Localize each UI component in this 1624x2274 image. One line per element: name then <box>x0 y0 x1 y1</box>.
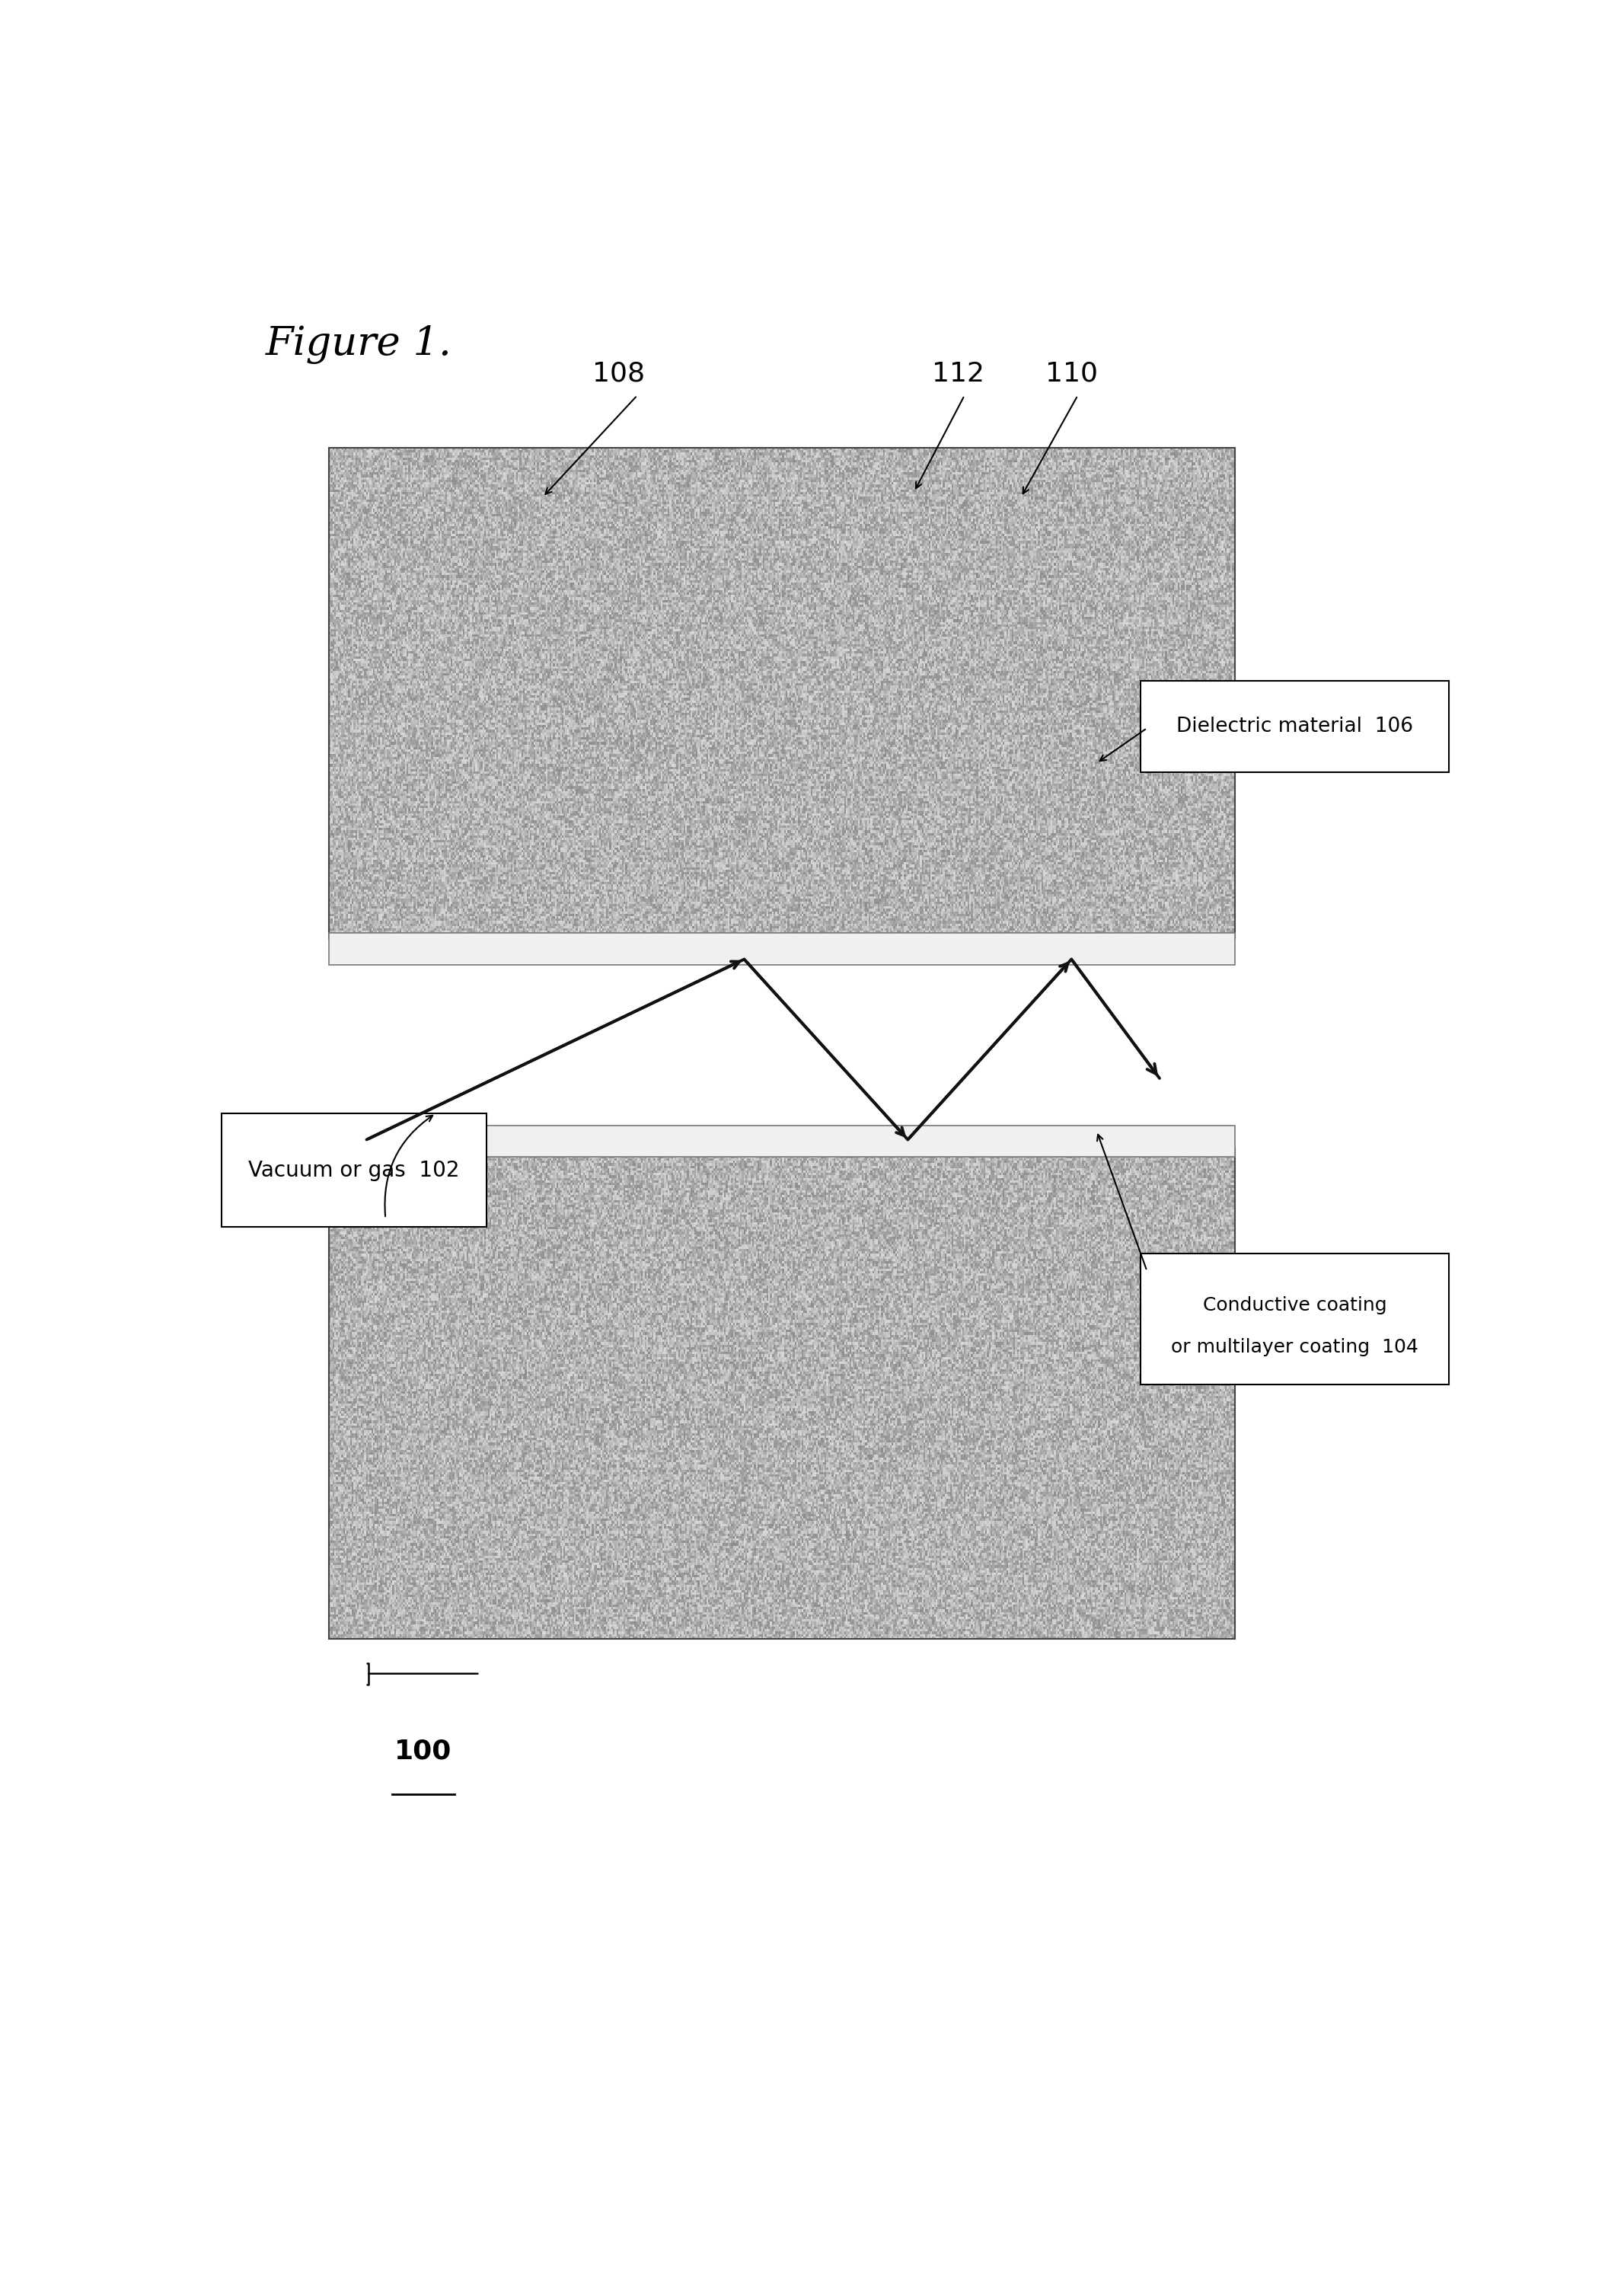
Bar <box>328 1148 1234 1640</box>
Text: 100: 100 <box>395 1737 451 1765</box>
Text: Dielectric material  106: Dielectric material 106 <box>1176 716 1413 737</box>
Bar <box>328 964 1234 1126</box>
FancyBboxPatch shape <box>1140 1253 1449 1385</box>
Bar <box>328 448 1234 939</box>
Bar <box>328 932 1234 964</box>
Text: 110: 110 <box>1046 362 1098 387</box>
Text: Conductive coating: Conductive coating <box>1203 1296 1387 1314</box>
FancyBboxPatch shape <box>222 1114 486 1228</box>
Text: 112: 112 <box>932 362 984 387</box>
Bar <box>328 1126 1234 1157</box>
FancyBboxPatch shape <box>1140 680 1449 771</box>
Text: Vacuum or gas  102: Vacuum or gas 102 <box>248 1160 460 1180</box>
Text: 108: 108 <box>593 362 645 387</box>
Text: or multilayer coating  104: or multilayer coating 104 <box>1171 1337 1418 1355</box>
Text: Figure 1.: Figure 1. <box>266 325 451 364</box>
